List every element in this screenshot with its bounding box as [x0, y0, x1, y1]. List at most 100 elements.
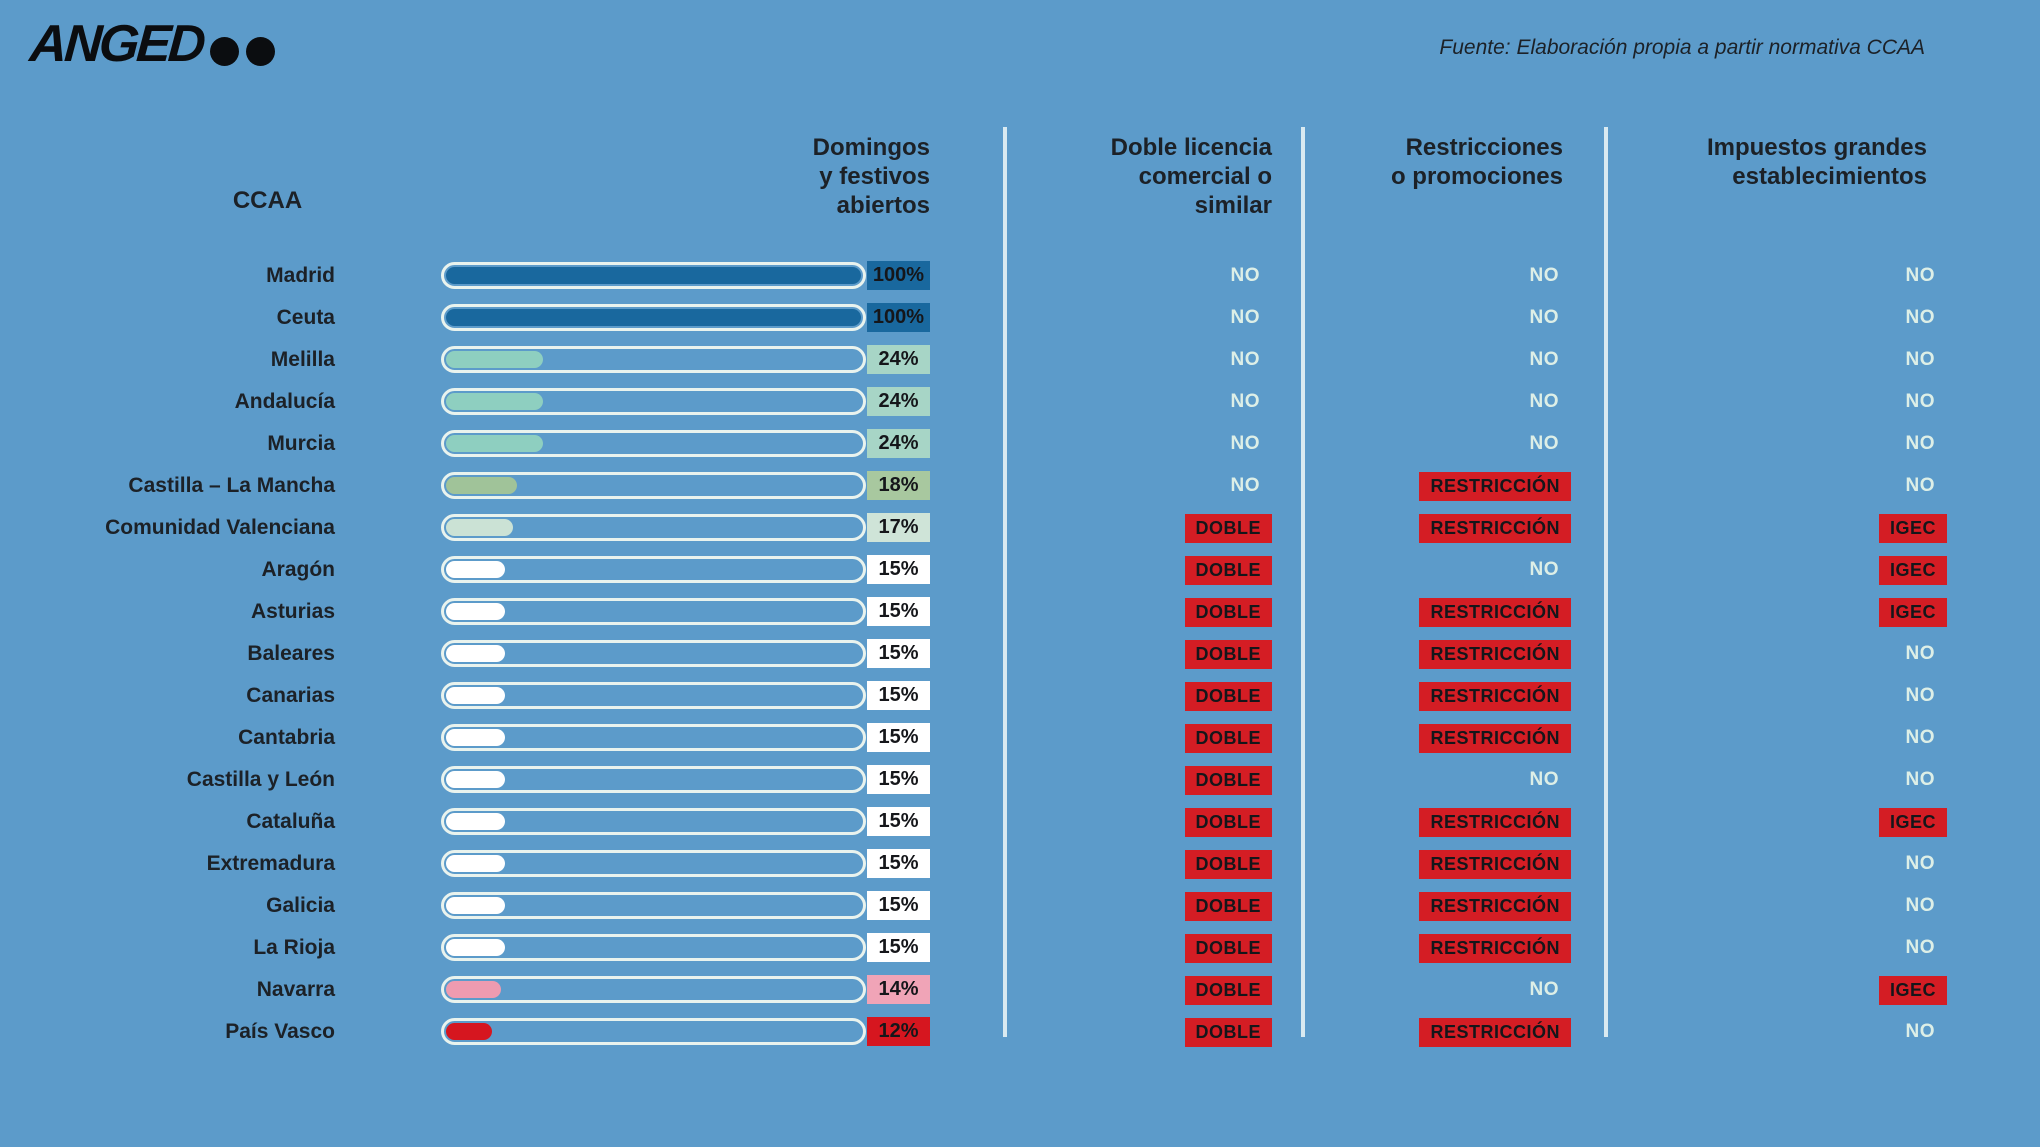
status-badge: RESTRICCIÓN: [1419, 471, 1571, 501]
status-badge: DOBLE: [1184, 1017, 1272, 1047]
open-days-bar-track: [441, 892, 866, 919]
table-row: Canarias 15% DOBLE RESTRICCIÓN NO: [0, 675, 2040, 717]
doble-licencia-cell: DOBLE: [995, 507, 1272, 549]
doble-licencia-cell: NO: [995, 339, 1272, 381]
table-row: Galicia 15% DOBLE RESTRICCIÓN NO: [0, 885, 2040, 927]
status-no-text: NO: [1905, 391, 1935, 412]
restricciones-cell: RESTRICCIÓN: [1294, 465, 1571, 507]
restricciones-cell: RESTRICCIÓN: [1294, 591, 1571, 633]
open-days-value-badge: 18%: [867, 471, 930, 500]
ccaa-label: Galicia: [266, 894, 335, 917]
restricciones-cell: RESTRICCIÓN: [1294, 843, 1571, 885]
open-days-value-badge: 15%: [867, 555, 930, 584]
ccaa-label: Extremadura: [206, 852, 335, 875]
restricciones-cell: NO: [1294, 759, 1571, 801]
doble-licencia-cell: DOBLE: [995, 927, 1272, 969]
doble-licencia-cell: NO: [995, 465, 1272, 507]
open-days-value-badge: 15%: [867, 765, 930, 794]
ccaa-label: Cantabria: [238, 726, 335, 749]
logo-text: ANGED: [27, 15, 205, 73]
open-days-bar-track: [441, 598, 866, 625]
ccaa-label: Madrid: [266, 264, 335, 287]
status-no-text: NO: [1905, 769, 1935, 790]
impuestos-cell: NO: [1670, 717, 1947, 759]
table-row: País Vasco 12% DOBLE RESTRICCIÓN NO: [0, 1011, 2040, 1053]
status-badge: RESTRICCIÓN: [1419, 597, 1571, 627]
status-no-text: NO: [1905, 475, 1935, 496]
open-days-bar-fill: [446, 477, 518, 494]
status-no-text: NO: [1905, 727, 1935, 748]
doble-licencia-cell: NO: [995, 297, 1272, 339]
status-no-text: NO: [1529, 979, 1559, 1000]
doble-licencia-cell: DOBLE: [995, 633, 1272, 675]
open-days-bar-fill: [446, 1023, 493, 1040]
restricciones-cell: RESTRICCIÓN: [1294, 675, 1571, 717]
table-row: Ceuta 100% NO NO NO: [0, 297, 2040, 339]
open-days-value-badge: 15%: [867, 933, 930, 962]
open-days-bar-fill: [446, 519, 514, 536]
table-row: Comunidad Valenciana 17% DOBLE RESTRICCI…: [0, 507, 2040, 549]
status-no-text: NO: [1230, 475, 1260, 496]
status-badge: RESTRICCIÓN: [1419, 681, 1571, 711]
ccaa-label: País Vasco: [225, 1020, 335, 1043]
table-row: Castilla y León 15% DOBLE NO NO: [0, 759, 2040, 801]
impuestos-cell: NO: [1670, 465, 1947, 507]
table-body: Madrid 100% NO NO NO Ceuta 100% NO NO NO…: [0, 255, 2040, 1053]
table-row: Baleares 15% DOBLE RESTRICCIÓN NO: [0, 633, 2040, 675]
restricciones-cell: NO: [1294, 339, 1571, 381]
status-no-text: NO: [1905, 1021, 1935, 1042]
open-days-bar-track: [441, 430, 866, 457]
table-row: Extremadura 15% DOBLE RESTRICCIÓN NO: [0, 843, 2040, 885]
table-row: Aragón 15% DOBLE NO IGEC: [0, 549, 2040, 591]
impuestos-cell: NO: [1670, 1011, 1947, 1053]
open-days-value-badge: 15%: [867, 723, 930, 752]
doble-licencia-cell: DOBLE: [995, 549, 1272, 591]
table-row: La Rioja 15% DOBLE RESTRICCIÓN NO: [0, 927, 2040, 969]
status-no-text: NO: [1905, 853, 1935, 874]
status-badge: DOBLE: [1184, 807, 1272, 837]
open-days-bar-fill: [446, 309, 861, 326]
status-badge: DOBLE: [1184, 933, 1272, 963]
doble-licencia-cell: DOBLE: [995, 675, 1272, 717]
open-days-bar-fill: [446, 729, 505, 746]
table-row: Asturias 15% DOBLE RESTRICCIÓN IGEC: [0, 591, 2040, 633]
open-days-value-badge: 15%: [867, 807, 930, 836]
open-days-bar-track: [441, 640, 866, 667]
open-days-bar-fill: [446, 897, 505, 914]
status-badge: RESTRICCIÓN: [1419, 891, 1571, 921]
open-days-value-badge: 12%: [867, 1017, 930, 1046]
impuestos-cell: IGEC: [1670, 591, 1947, 633]
open-days-value-badge: 17%: [867, 513, 930, 542]
status-badge: RESTRICCIÓN: [1419, 639, 1571, 669]
status-no-text: NO: [1905, 895, 1935, 916]
status-badge: IGEC: [1878, 975, 1947, 1005]
status-no-text: NO: [1905, 937, 1935, 958]
doble-licencia-cell: DOBLE: [995, 969, 1272, 1011]
open-days-bar-track: [441, 1018, 866, 1045]
column-header-ccaa: CCAA: [232, 187, 303, 214]
table-row: Madrid 100% NO NO NO: [0, 255, 2040, 297]
status-badge: DOBLE: [1184, 975, 1272, 1005]
ccaa-label: Asturias: [250, 600, 335, 623]
restricciones-cell: RESTRICCIÓN: [1294, 633, 1571, 675]
open-days-bar-fill: [446, 393, 543, 410]
ccaa-label: Murcia: [267, 432, 335, 455]
open-days-value-badge: 24%: [867, 387, 930, 416]
status-badge: RESTRICCIÓN: [1419, 807, 1571, 837]
status-no-text: NO: [1529, 769, 1559, 790]
status-no-text: NO: [1905, 307, 1935, 328]
column-separator: [1604, 127, 1608, 1037]
restricciones-cell: NO: [1294, 423, 1571, 465]
logo-dot-icon: [245, 37, 275, 66]
open-days-value-badge: 15%: [867, 849, 930, 878]
status-badge: IGEC: [1878, 555, 1947, 585]
open-days-bar-track: [441, 850, 866, 877]
open-days-bar-track: [441, 682, 866, 709]
doble-licencia-cell: DOBLE: [995, 759, 1272, 801]
impuestos-cell: NO: [1670, 339, 1947, 381]
impuestos-cell: NO: [1670, 633, 1947, 675]
open-days-bar-fill: [446, 561, 505, 578]
doble-licencia-cell: DOBLE: [995, 1011, 1272, 1053]
ccaa-label: Baleares: [247, 642, 335, 665]
